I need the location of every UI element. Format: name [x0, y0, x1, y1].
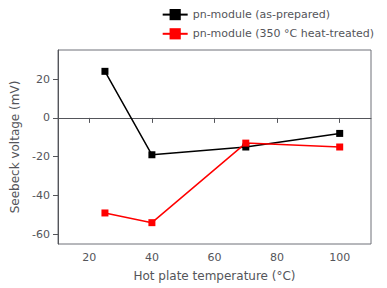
- svg-text:Seebeck voltage (mV): Seebeck voltage (mV): [8, 81, 22, 214]
- svg-text:pn-module (350 °C heat-treated: pn-module (350 °C heat-treated): [193, 27, 374, 40]
- svg-text:pn-module (as-prepared): pn-module (as-prepared): [193, 8, 330, 21]
- svg-text:0: 0: [43, 111, 50, 124]
- svg-text:20: 20: [82, 251, 96, 264]
- svg-text:40: 40: [145, 251, 159, 264]
- svg-text:100: 100: [329, 251, 350, 264]
- svg-text:60: 60: [208, 251, 222, 264]
- svg-text:Hot plate temperature (°C): Hot plate temperature (°C): [133, 269, 295, 283]
- svg-text:80: 80: [270, 251, 284, 264]
- svg-text:-20: -20: [32, 150, 50, 163]
- svg-text:-60: -60: [32, 228, 50, 241]
- svg-text:-40: -40: [32, 189, 50, 202]
- svg-text:20: 20: [36, 73, 50, 86]
